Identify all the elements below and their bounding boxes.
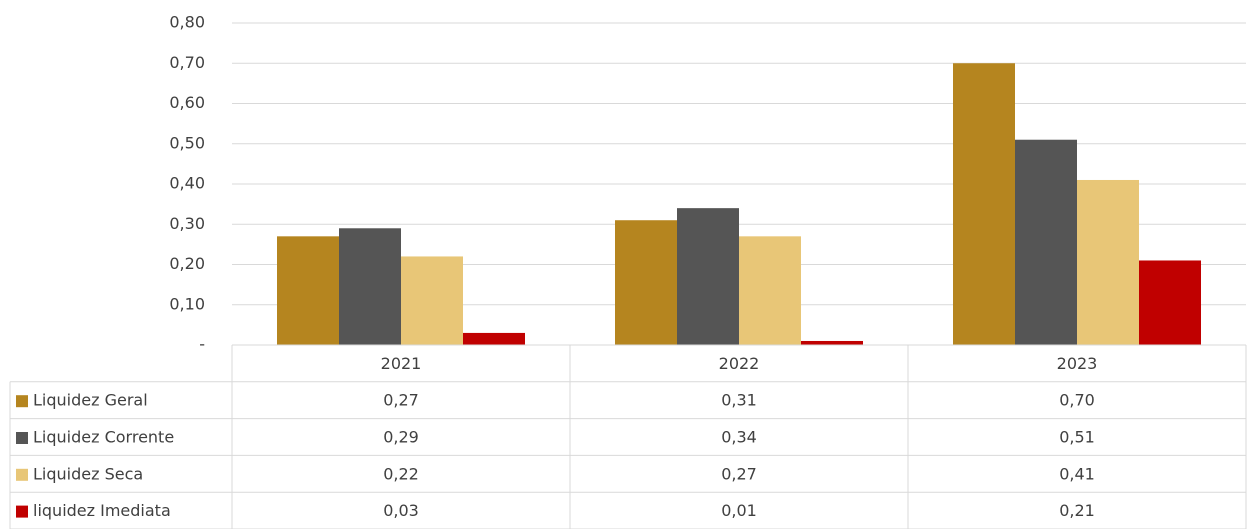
- table-value: 0,22: [383, 464, 419, 483]
- bar: [801, 340, 863, 345]
- table-value: 0,51: [1059, 428, 1095, 447]
- table-value: 0,70: [1059, 391, 1095, 410]
- x-tick-label: 2023: [1057, 354, 1098, 373]
- bar: [1139, 260, 1201, 345]
- bar: [277, 236, 339, 345]
- bar: [463, 332, 525, 345]
- legend-swatch: [16, 505, 28, 518]
- table-value: 0,03: [383, 501, 419, 520]
- bar: [1077, 179, 1139, 345]
- table-value: 0,34: [721, 428, 757, 447]
- legend-swatch: [16, 468, 28, 481]
- bar: [1015, 139, 1077, 345]
- legend-label: Liquidez Seca: [33, 464, 143, 483]
- legend-label: liquidez Imediata: [33, 501, 171, 520]
- table-value: 0,27: [721, 464, 757, 483]
- table-value: 0,01: [721, 501, 757, 520]
- y-tick-label: 0,80: [169, 13, 205, 32]
- table-value: 0,31: [721, 391, 757, 410]
- table-value: 0,41: [1059, 464, 1095, 483]
- legend-swatch: [16, 395, 28, 408]
- table-value: 0,27: [383, 391, 419, 410]
- y-tick-label: 0,40: [169, 174, 205, 193]
- table-value: 0,21: [1059, 501, 1095, 520]
- y-tick-label: 0,60: [169, 93, 205, 112]
- table-value: 0,29: [383, 428, 419, 447]
- y-tick-label: 0,50: [169, 133, 205, 152]
- legend-label: Liquidez Corrente: [33, 428, 174, 447]
- y-tick-label: 0,20: [169, 254, 205, 273]
- bar: [615, 220, 677, 345]
- bar: [401, 256, 463, 345]
- bar: [739, 236, 801, 345]
- legend-label: Liquidez Geral: [33, 391, 148, 410]
- y-tick-label: 0,30: [169, 214, 205, 233]
- y-tick-label: 0,70: [169, 53, 205, 72]
- bar: [677, 208, 739, 345]
- bar: [953, 63, 1015, 345]
- bar: [339, 228, 401, 345]
- x-tick-label: 2022: [719, 354, 760, 373]
- legend-swatch: [16, 432, 28, 444]
- y-tick-label: 0,10: [169, 294, 205, 313]
- y-tick-label: -: [199, 335, 205, 354]
- x-tick-label: 2021: [381, 354, 422, 373]
